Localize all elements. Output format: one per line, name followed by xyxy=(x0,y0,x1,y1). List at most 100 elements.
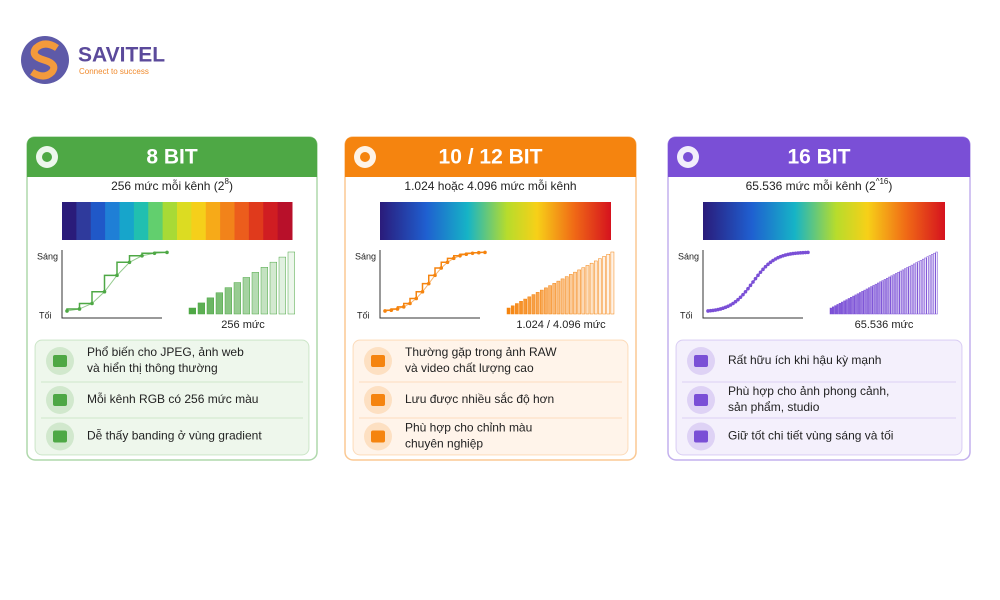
curve-dot xyxy=(426,281,431,286)
curve-dot xyxy=(736,297,740,302)
level-bar xyxy=(602,256,606,315)
level-bar xyxy=(251,272,259,315)
header-icon-inner xyxy=(42,152,52,162)
card: 8 BIT 256 mức mỗi kênh (28) Sáng Tối 256 mức… xyxy=(26,136,318,461)
curve-dot xyxy=(738,295,743,300)
curve-dot xyxy=(127,260,132,265)
card-header xyxy=(668,137,970,177)
level-bar xyxy=(856,293,859,315)
level-bar xyxy=(888,276,891,315)
curve-dot xyxy=(65,309,69,313)
curve-dot xyxy=(389,308,394,313)
curve-dot xyxy=(90,301,94,306)
gradient-band xyxy=(119,202,135,240)
curve-dot xyxy=(758,270,763,275)
feature-box xyxy=(352,339,629,456)
subtitle: 256 mức mỗi kênh (28) xyxy=(111,177,233,193)
level-bar xyxy=(845,299,848,315)
gradient-band xyxy=(105,202,120,240)
level-bar xyxy=(933,252,936,315)
curve-dot xyxy=(451,256,456,261)
level-bar xyxy=(593,260,598,315)
axis-bottom: Tối xyxy=(357,310,370,320)
feature-text: Phổ biến cho JPEG, ảnh web xyxy=(87,345,244,359)
axis xyxy=(702,250,803,319)
card-title: 10 / 12 BIT xyxy=(439,146,543,169)
level-bar xyxy=(581,267,586,315)
level-bar xyxy=(863,289,866,315)
curve-dot xyxy=(458,253,462,258)
level-bar xyxy=(206,297,214,315)
gradient-band xyxy=(248,202,264,240)
curve-dot xyxy=(763,264,768,269)
level-bar xyxy=(892,274,895,315)
level-bar xyxy=(610,251,615,315)
axis-top: Sáng xyxy=(678,251,699,261)
level-bar xyxy=(242,277,250,315)
gradient-band xyxy=(277,202,293,240)
level-bar xyxy=(278,256,286,315)
level-bar xyxy=(852,295,855,315)
feature-icon-glyph xyxy=(371,355,385,367)
level-bar xyxy=(829,307,832,315)
curve-dot xyxy=(733,299,738,304)
level-bar xyxy=(523,298,527,315)
curve-dot xyxy=(756,273,760,278)
curve-dot xyxy=(743,289,748,294)
curve-dot xyxy=(768,260,773,265)
level-bar xyxy=(931,254,934,315)
curve-dot xyxy=(464,252,469,257)
level-bar xyxy=(906,267,909,315)
level-bar xyxy=(556,280,561,315)
subtitle: 1.024 hoặc 4.096 mức mỗi kênh xyxy=(404,178,576,193)
feature-box xyxy=(675,339,963,456)
curve-dot xyxy=(401,305,406,309)
level-bar xyxy=(569,274,573,315)
level-bar xyxy=(585,265,590,315)
gradient-band xyxy=(62,202,77,240)
level-bar xyxy=(883,279,886,315)
level-bar xyxy=(915,262,918,315)
curve-dot xyxy=(753,276,758,281)
curve-dot xyxy=(439,266,444,270)
logo: SAVITEL Connect to success xyxy=(21,36,165,84)
card-title: 16 BIT xyxy=(787,146,850,169)
level-bar xyxy=(269,261,277,315)
level-bar xyxy=(834,305,837,315)
gradient-bar xyxy=(380,202,611,240)
level-bar xyxy=(872,285,875,315)
curve-dot xyxy=(115,273,119,278)
level-bar xyxy=(895,273,898,315)
level-bar xyxy=(544,287,548,315)
level-bar xyxy=(908,266,911,315)
curve-dot xyxy=(77,307,82,311)
curve-dot xyxy=(766,262,770,267)
level-bar xyxy=(832,306,835,315)
feature-icon-glyph xyxy=(371,394,385,406)
levels-label: 1.024 / 4.096 mức xyxy=(516,319,606,331)
subtitle-sup: ^16 xyxy=(876,177,889,186)
level-bar xyxy=(850,297,853,315)
level-bar xyxy=(926,256,929,315)
curve-dot xyxy=(483,250,487,255)
level-bar xyxy=(899,270,902,315)
gradient-band xyxy=(133,202,149,240)
level-bar xyxy=(877,282,880,315)
feature-box xyxy=(34,339,310,456)
level-bar xyxy=(897,272,900,315)
curve-dot xyxy=(445,260,450,265)
axis-top: Sáng xyxy=(37,251,58,261)
level-bar xyxy=(531,294,536,315)
level-bar xyxy=(922,258,925,315)
curve-dot xyxy=(746,286,750,291)
gradient-band xyxy=(148,202,164,240)
feature-icon-glyph xyxy=(371,430,385,443)
subtitle-end: ) xyxy=(888,179,892,193)
level-bar xyxy=(598,258,602,315)
level-bar xyxy=(188,307,196,315)
level-bar xyxy=(224,287,232,315)
level-bar xyxy=(260,267,268,315)
feature-text: và hiển thị thông thường xyxy=(87,361,218,375)
subtitle: 65.536 mức mỗi kênh (2^16) xyxy=(746,177,893,193)
